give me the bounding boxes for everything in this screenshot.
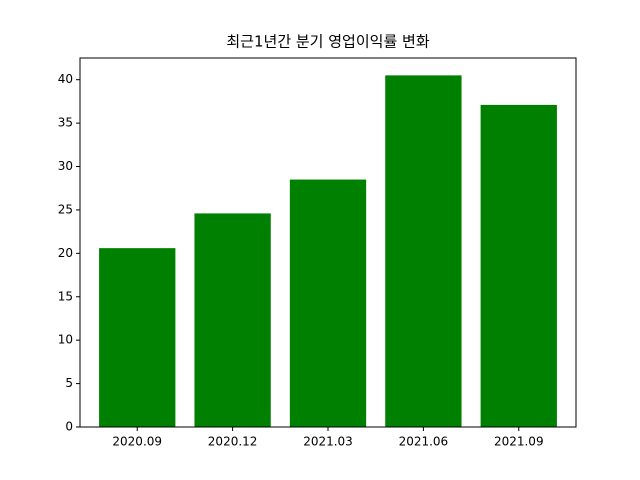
bar xyxy=(480,104,557,427)
y-tick-label: 35 xyxy=(58,116,73,130)
x-tick-label: 2021.06 xyxy=(399,435,449,449)
bar xyxy=(99,248,176,427)
y-tick-label: 5 xyxy=(65,376,73,390)
y-tick-label: 10 xyxy=(58,333,73,347)
bar xyxy=(194,213,271,427)
bar xyxy=(385,75,462,427)
y-tick-label: 40 xyxy=(58,72,73,86)
y-tick-label: 30 xyxy=(58,159,73,173)
chart-title: 최근1년간 분기 영업이익률 변화 xyxy=(226,33,429,51)
x-tick-label: 2020.12 xyxy=(208,435,258,449)
y-tick-label: 15 xyxy=(58,289,73,303)
x-tick-label: 2021.03 xyxy=(303,435,353,449)
y-tick-label: 25 xyxy=(58,202,73,216)
x-tick-label: 2021.09 xyxy=(494,435,544,449)
y-tick-label: 20 xyxy=(58,246,73,260)
y-tick-label: 0 xyxy=(65,420,73,434)
bar xyxy=(289,179,367,427)
x-tick-label: 2020.09 xyxy=(112,435,162,449)
axes-frame xyxy=(79,57,577,428)
